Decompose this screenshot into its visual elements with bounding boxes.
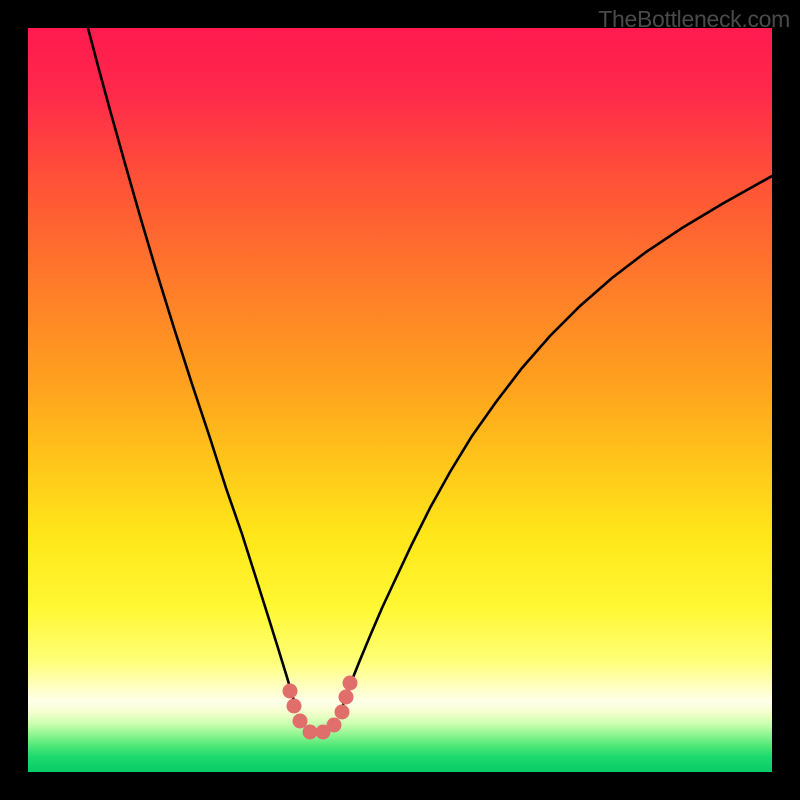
valley-marker <box>303 725 318 740</box>
valley-marker <box>339 690 354 705</box>
watermark-text: TheBottleneck.com <box>598 6 790 33</box>
valley-marker <box>335 705 350 720</box>
valley-marker <box>343 676 358 691</box>
valley-marker <box>287 699 302 714</box>
valley-marker <box>327 718 342 733</box>
plot-area <box>28 28 772 772</box>
chart-svg <box>28 28 772 772</box>
valley-marker <box>283 684 298 699</box>
gradient-background <box>28 28 772 772</box>
